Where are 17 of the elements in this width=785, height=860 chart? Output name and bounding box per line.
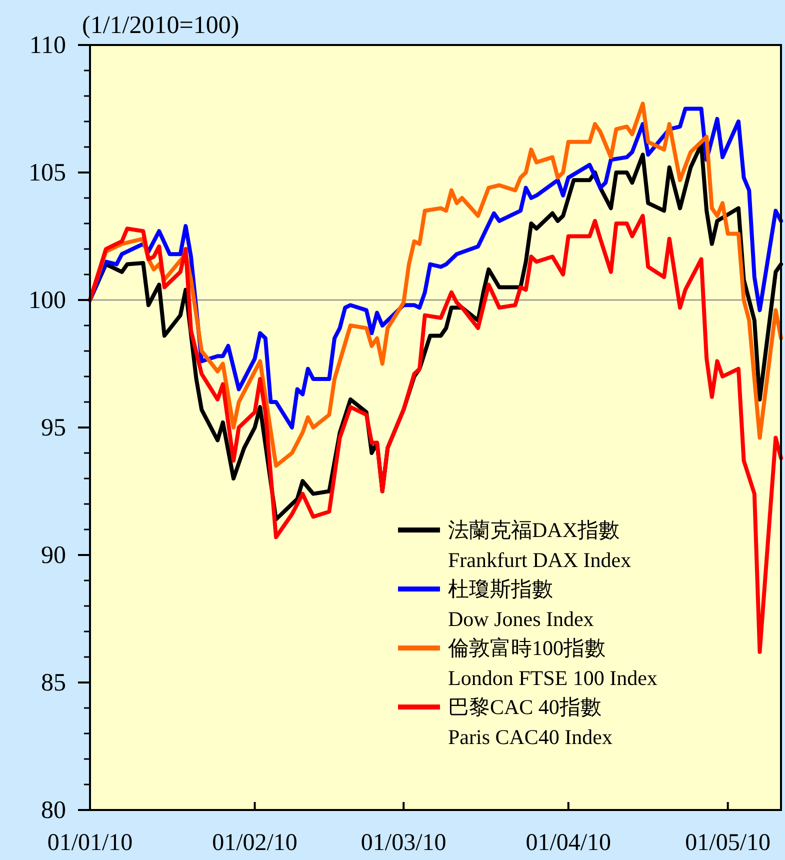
x-tick-label: 01/02/10 [212,830,298,856]
y-tick-label: 90 [41,542,66,569]
legend-label: 倫敦富時100指數 London FTSE 100 Index [447,636,658,690]
chart-title: (1/1/2010=100) [82,12,240,39]
y-tick-label: 100 [28,287,66,314]
y-tick-label: 105 [28,160,66,186]
x-tick-label: 01/01/10 [47,830,133,856]
legend-label: 巴黎CAC 40指數 Paris CAC40 Index [448,695,613,749]
legend-label: 杜瓊斯指數 Dow Jones Index [448,577,594,631]
y-tick-label: 95 [41,414,66,442]
legend-label: 法蘭克福DAX指數 Frankfurt DAX Index [448,518,632,572]
y-tick-label: 85 [41,670,66,696]
x-tick-label: 01/05/10 [685,830,771,856]
x-tick-label: 01/04/10 [526,830,612,856]
x-tick-label: 01/03/10 [360,830,446,856]
y-tick-label: 110 [29,32,66,59]
y-tick-label: 80 [41,797,66,824]
